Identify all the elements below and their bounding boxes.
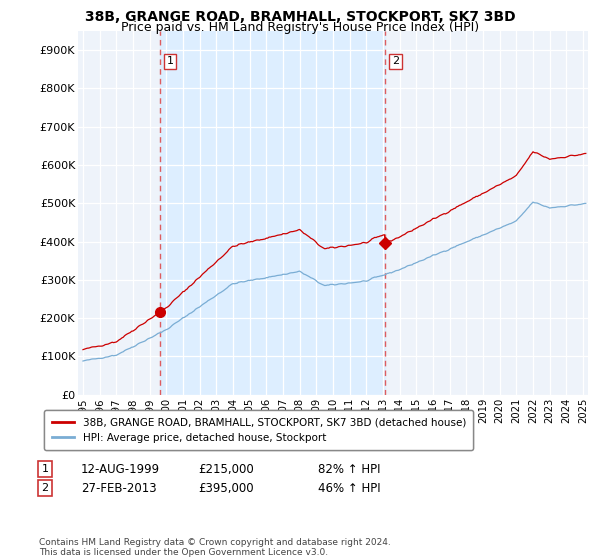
Text: 1: 1 [167,57,173,67]
Text: 2: 2 [41,483,49,493]
Text: 1: 1 [41,464,49,474]
Text: Contains HM Land Registry data © Crown copyright and database right 2024.
This d: Contains HM Land Registry data © Crown c… [39,538,391,557]
Text: 2: 2 [392,57,399,67]
Text: Price paid vs. HM Land Registry's House Price Index (HPI): Price paid vs. HM Land Registry's House … [121,21,479,34]
Text: £395,000: £395,000 [198,482,254,495]
Text: 38B, GRANGE ROAD, BRAMHALL, STOCKPORT, SK7 3BD: 38B, GRANGE ROAD, BRAMHALL, STOCKPORT, S… [85,10,515,24]
Text: 82% ↑ HPI: 82% ↑ HPI [318,463,380,476]
Text: 46% ↑ HPI: 46% ↑ HPI [318,482,380,495]
Legend: 38B, GRANGE ROAD, BRAMHALL, STOCKPORT, SK7 3BD (detached house), HPI: Average pr: 38B, GRANGE ROAD, BRAMHALL, STOCKPORT, S… [44,410,473,450]
Text: £215,000: £215,000 [198,463,254,476]
Text: 12-AUG-1999: 12-AUG-1999 [81,463,160,476]
Text: 27-FEB-2013: 27-FEB-2013 [81,482,157,495]
Bar [160,31,385,395]
